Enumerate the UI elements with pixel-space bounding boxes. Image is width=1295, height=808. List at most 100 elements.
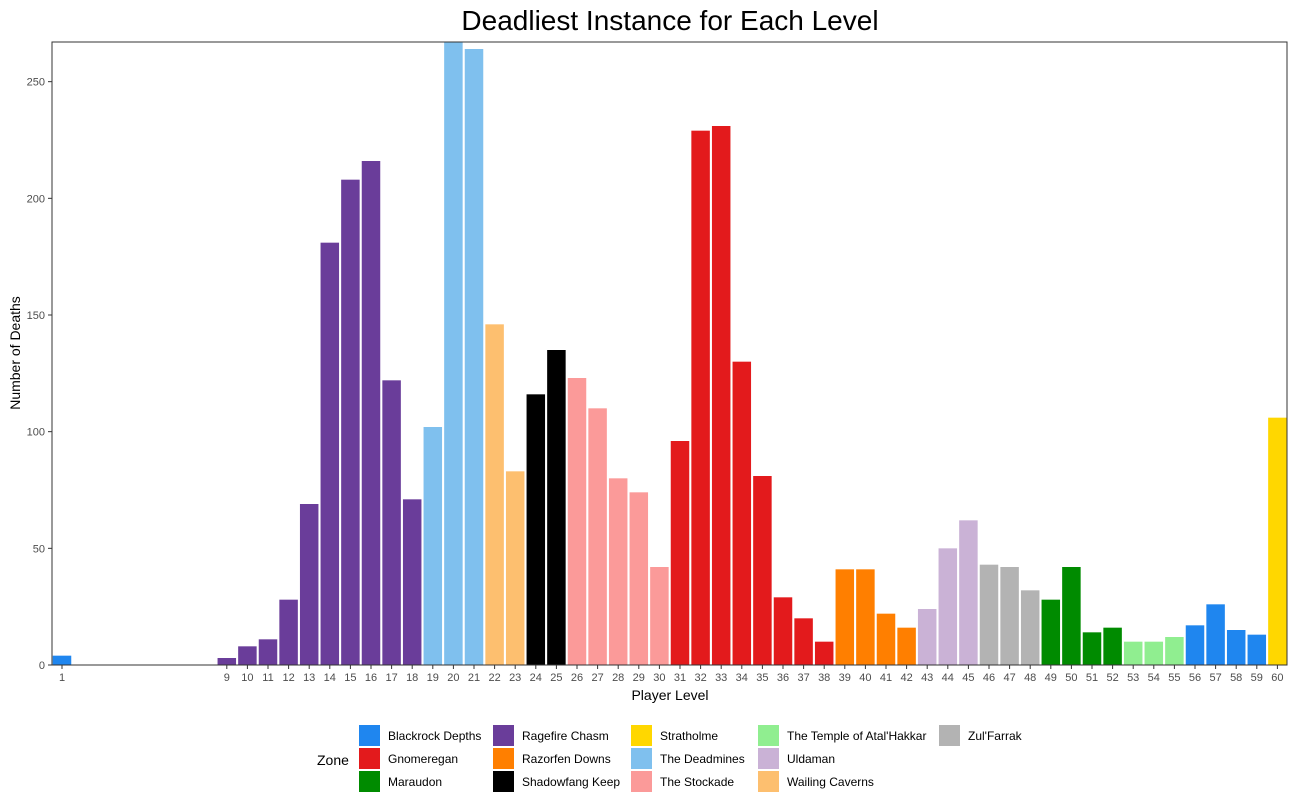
x-tick-label: 57	[1209, 672, 1221, 684]
legend-key	[631, 725, 652, 746]
legend-label: The Stockade	[660, 775, 734, 789]
x-tick-label: 30	[653, 672, 665, 684]
x-tick-label: 33	[715, 672, 727, 684]
bar-level-55	[1165, 637, 1184, 665]
bar-level-48	[1020, 590, 1040, 665]
x-tick-label: 27	[591, 672, 603, 684]
x-tick-label: 43	[921, 672, 933, 684]
bar-level-54	[1144, 641, 1164, 665]
bar-level-39	[835, 569, 855, 665]
bar-level-52	[1103, 627, 1122, 665]
legend-label: Shadowfang Keep	[522, 775, 620, 789]
x-tick-label: 54	[1148, 672, 1160, 684]
y-axis-title: Number of Deaths	[7, 296, 23, 410]
bar-level-16	[361, 161, 381, 665]
bar-level-11	[258, 639, 278, 665]
x-tick-label: 17	[385, 672, 397, 684]
bar-level-33	[711, 126, 731, 665]
x-tick-label: 49	[1045, 672, 1057, 684]
x-tick-label: 45	[962, 672, 974, 684]
legend-key	[493, 725, 514, 746]
bar-level-42	[897, 627, 916, 665]
bar-level-46	[979, 564, 999, 665]
x-tick-label: 1	[59, 672, 65, 684]
bar-level-27	[588, 408, 607, 665]
x-tick-label: 47	[1003, 672, 1015, 684]
x-tick-label: 13	[303, 672, 315, 684]
x-axis: 1 9 10 11 12 13 14 15 16 17 18 19 20 21 22 23 24 25 26 27 28…	[59, 665, 1284, 684]
x-tick-label: 20	[447, 672, 459, 684]
bar-level-32	[691, 130, 710, 666]
x-tick-label: 36	[777, 672, 789, 684]
x-tick-label: 55	[1168, 672, 1180, 684]
x-tick-label: 52	[1106, 672, 1118, 684]
legend-key	[939, 725, 960, 746]
x-tick-label: 42	[900, 672, 912, 684]
bar-level-12	[279, 599, 298, 665]
bar-level-57	[1206, 604, 1225, 665]
legend-label: Blackrock Depths	[388, 729, 481, 743]
bar-level-14	[320, 242, 340, 666]
bar-level-21	[464, 49, 484, 665]
bar-level-43	[917, 609, 937, 665]
x-tick-label: 50	[1065, 672, 1077, 684]
legend-key	[493, 748, 514, 769]
bar-level-26	[567, 378, 587, 665]
bar-level-23	[505, 471, 525, 665]
bar-level-22	[485, 324, 504, 665]
x-tick-label: 31	[674, 672, 686, 684]
bar-level-20	[444, 42, 463, 665]
bar-level-37	[794, 618, 813, 665]
x-tick-label: 21	[468, 672, 480, 684]
legend-label: Zul'Farrak	[968, 729, 1023, 743]
x-tick-label: 16	[365, 672, 377, 684]
x-tick-label: 9	[224, 672, 230, 684]
bar-level-51	[1082, 632, 1102, 665]
legend-label: The Temple of Atal'Hakkar	[787, 729, 926, 743]
x-tick-label: 59	[1251, 672, 1263, 684]
x-tick-label: 58	[1230, 672, 1242, 684]
legend-key	[631, 748, 652, 769]
x-tick-label: 10	[241, 672, 253, 684]
chart-title: Deadliest Instance for Each Level	[461, 5, 878, 36]
x-tick-label: 56	[1189, 672, 1201, 684]
y-tick-label: 0	[39, 660, 45, 672]
bar-level-29	[629, 492, 649, 665]
y-tick-label: 150	[27, 310, 45, 322]
x-tick-label: 41	[880, 672, 892, 684]
x-tick-label: 11	[262, 672, 273, 684]
y-tick-label: 250	[27, 77, 45, 89]
x-tick-label: 25	[550, 672, 562, 684]
x-tick-label: 15	[344, 672, 356, 684]
legend-key	[631, 771, 652, 792]
legend: Zone Blackrock Depths Gnomeregan Maraudon R…	[317, 725, 1023, 792]
x-tick-label: 14	[324, 672, 336, 684]
bar-level-9	[217, 658, 237, 665]
bar-level-30	[650, 567, 669, 665]
x-tick-label: 23	[509, 672, 521, 684]
x-tick-label: 48	[1024, 672, 1036, 684]
legend-label: Maraudon	[388, 775, 442, 789]
x-tick-label: 22	[488, 672, 500, 684]
bar-level-44	[938, 548, 958, 665]
x-tick-label: 40	[859, 672, 871, 684]
bar-level-47	[1000, 567, 1019, 665]
bar-level-58	[1226, 630, 1246, 665]
bar-level-40	[856, 569, 875, 665]
bar-level-28	[608, 478, 628, 665]
y-tick-label: 100	[27, 427, 45, 439]
bar-level-34	[732, 361, 752, 665]
bar-level-10	[238, 646, 257, 665]
legend-key	[359, 771, 380, 792]
legend-key	[758, 771, 779, 792]
x-tick-label: 37	[797, 672, 809, 684]
bar-level-36	[773, 597, 793, 665]
bar-level-56	[1185, 625, 1205, 665]
legend-key	[493, 771, 514, 792]
x-tick-label: 28	[612, 672, 624, 684]
bar-level-15	[341, 179, 360, 666]
x-tick-label: 12	[282, 672, 294, 684]
legend-label: Razorfen Downs	[522, 752, 611, 766]
x-tick-label: 29	[633, 672, 645, 684]
bar-level-59	[1247, 634, 1267, 665]
